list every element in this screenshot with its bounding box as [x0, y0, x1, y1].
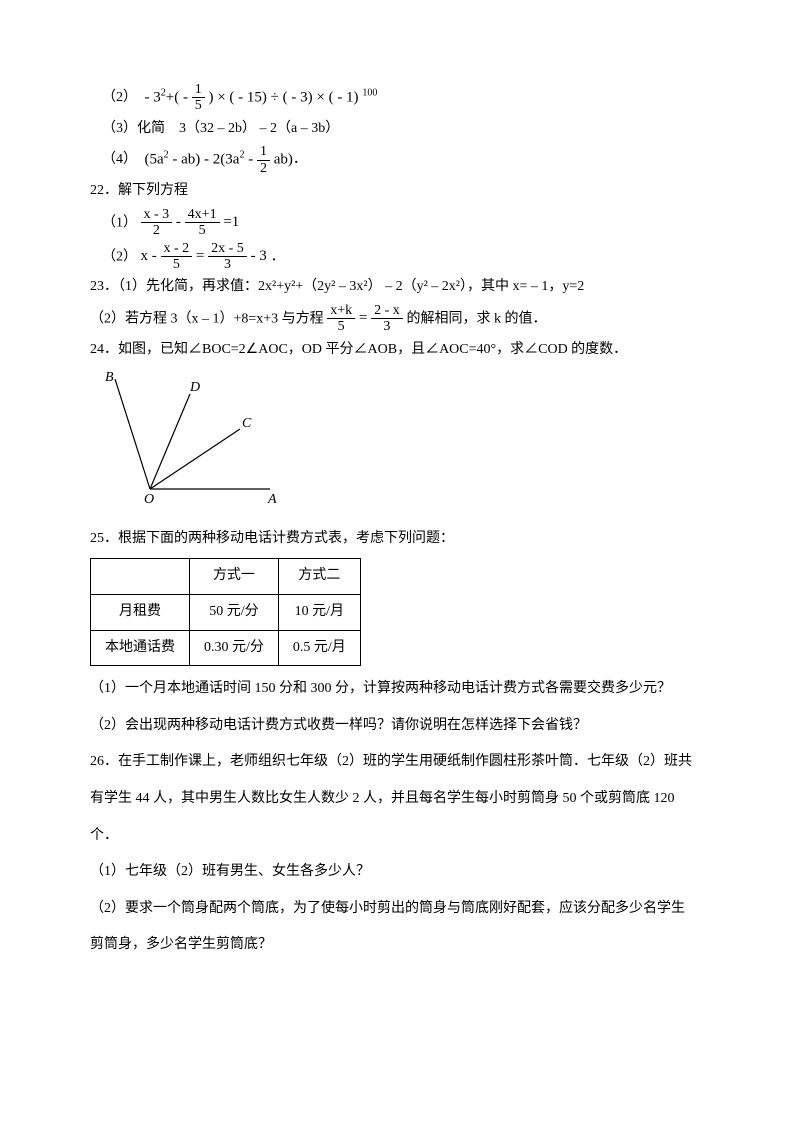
table-cell: 方式一	[190, 559, 279, 595]
q23-part2: （2）若方程 3（x – 1）+8=x+3 与方程 x+k5 = 2 - x3 …	[90, 303, 710, 335]
q22-p2-label: （2）	[102, 249, 137, 264]
q23-part1: 23．（1）先化简，再求值：2x²+y²+（2y² – 3x²） – 2（y² …	[90, 274, 710, 301]
txt: =	[359, 310, 367, 326]
num: 4x+1	[185, 207, 220, 223]
table-cell: 本地通话费	[91, 630, 190, 666]
den: 3	[371, 319, 403, 334]
q21-p2-formula: - 32+( - 15 ) × ( - 15) ÷ ( - 3) × ( - 1…	[145, 82, 378, 114]
q25-title: 25．根据下面的两种移动电话计费方式表，考虑下列问题：	[90, 526, 710, 553]
q22-p1-label: （1）	[102, 215, 137, 230]
q22-title: 22．解下列方程	[90, 178, 710, 205]
q25-fee-table: 方式一 方式二 月租费 50 元/分 10 元/月 本地通话费 0.30 元/分…	[90, 558, 361, 666]
q21-p2-label: （2）	[102, 90, 137, 105]
table-row: 本地通话费 0.30 元/分 0.5 元/月	[91, 630, 361, 666]
den: 2	[257, 161, 270, 176]
table-row: 月租费 50 元/分 10 元/月	[91, 595, 361, 631]
q26-line2: 有学生 44 人，其中男生人数比女生人数少 2 人，并且每名学生每小时剪筒身 5…	[90, 786, 710, 813]
fraction: x - 32	[141, 207, 173, 239]
num: 1	[257, 144, 270, 160]
q23-p2a: （2）若方程 3（x – 1）+8=x+3 与方程	[90, 311, 324, 326]
txt: (5a	[145, 152, 164, 168]
txt: -	[176, 214, 185, 230]
fraction: 2x - 53	[208, 241, 247, 273]
den: 5	[161, 257, 193, 272]
sup: 100	[362, 87, 377, 98]
txt: - ab) - 2(3a	[169, 152, 240, 168]
txt: x -	[141, 248, 161, 264]
den: 5	[185, 223, 220, 238]
num: x+k	[327, 303, 355, 319]
q21-part2: （2） - 32+( - 15 ) × ( - 15) ÷ ( - 3) × (…	[90, 82, 710, 114]
q26-line1: 26．在手工制作课上，老师组织七年级（2）班的学生用硬纸制作圆柱形茶叶筒．七年级…	[90, 749, 710, 776]
fraction: 2 - x3	[371, 303, 403, 335]
den: 2	[141, 223, 173, 238]
q24-title: 24．如图，已知∠BOC=2∠AOC，OD 平分∠AOB，且∠AOC=40°，求…	[90, 337, 710, 364]
table-cell: 10 元/月	[278, 595, 360, 631]
fraction: 12	[257, 144, 270, 176]
label-D: D	[189, 380, 200, 395]
q21-p4-formula: (5a2 - ab) - 2(3a2 - 12 ab)	[145, 144, 293, 176]
table-cell: 方式二	[278, 559, 360, 595]
q22-part2: （2） x - x - 25 = 2x - 53 - 3 ．	[90, 241, 710, 273]
q25-part2: （2）会出现两种移动电话计费方式收费一样吗？请你说明在怎样选择下会省钱？	[90, 713, 710, 740]
q21-part4: （4） (5a2 - ab) - 2(3a2 - 12 ab) ．	[90, 144, 710, 176]
label-O: O	[144, 492, 154, 507]
txt: +( -	[166, 89, 188, 105]
label-C: C	[242, 416, 252, 431]
label-B: B	[105, 370, 114, 385]
q21-p4-label: （4）	[102, 152, 137, 167]
num: x - 2	[161, 241, 193, 257]
fraction: x - 25	[161, 241, 193, 273]
q21-part3: （3）化简 3（32 – 2b） – 2（a – 3b）	[90, 116, 710, 143]
txt: ab)	[274, 152, 293, 168]
table-cell	[91, 559, 190, 595]
txt: -	[244, 152, 257, 168]
den: 3	[208, 257, 247, 272]
num: 1	[192, 82, 205, 98]
q26-line6: 剪筒身，多少名学生剪筒底？	[90, 932, 710, 959]
q23-p2b: 的解相同，求 k 的值．	[406, 311, 546, 326]
num: x - 3	[141, 207, 173, 223]
fraction: x+k5	[327, 303, 355, 335]
num: 2x - 5	[208, 241, 247, 257]
q25-part1: （1）一个月本地通话时间 150 分和 300 分，计算按两种移动电话计费方式各…	[90, 676, 710, 703]
txt: - 3	[251, 248, 267, 264]
den: 5	[192, 98, 205, 113]
q22-p2-formula: x - x - 25 = 2x - 53 - 3	[141, 248, 271, 264]
dot: ．	[293, 152, 307, 167]
q22-p1-formula: x - 32 - 4x+15 =1	[141, 214, 240, 230]
txt: ) × ( - 15) ÷ ( - 3) × ( - 1)	[208, 89, 358, 105]
table-cell: 0.30 元/分	[190, 630, 279, 666]
q26-line4: （1）七年级（2）班有男生、女生各多少人？	[90, 859, 710, 886]
q22-part1: （1） x - 32 - 4x+15 =1	[90, 207, 710, 239]
dot: ．	[271, 249, 285, 264]
fraction: 15	[192, 82, 205, 114]
q26-line5: （2）要求一个筒身配两个筒底，为了使每小时剪出的筒身与筒底刚好配套，应该分配多少…	[90, 896, 710, 923]
angle-diagram-svg: B D C O A	[90, 369, 290, 509]
num: 2 - x	[371, 303, 403, 319]
label-A: A	[267, 492, 277, 507]
q26-line3: 个．	[90, 823, 710, 850]
table-cell: 月租费	[91, 595, 190, 631]
table-cell: 50 元/分	[190, 595, 279, 631]
txt: =	[196, 248, 204, 264]
den: 5	[327, 319, 355, 334]
table-cell: 0.5 元/月	[278, 630, 360, 666]
q24-diagram: B D C O A	[90, 369, 710, 520]
txt: - 3	[145, 89, 161, 105]
document-page: （2） - 32+( - 15 ) × ( - 15) ÷ ( - 3) × (…	[0, 0, 800, 1001]
txt: =1	[223, 214, 239, 230]
fraction: 4x+15	[185, 207, 220, 239]
table-row: 方式一 方式二	[91, 559, 361, 595]
q23-p2-formula: x+k5 = 2 - x3	[327, 310, 406, 326]
